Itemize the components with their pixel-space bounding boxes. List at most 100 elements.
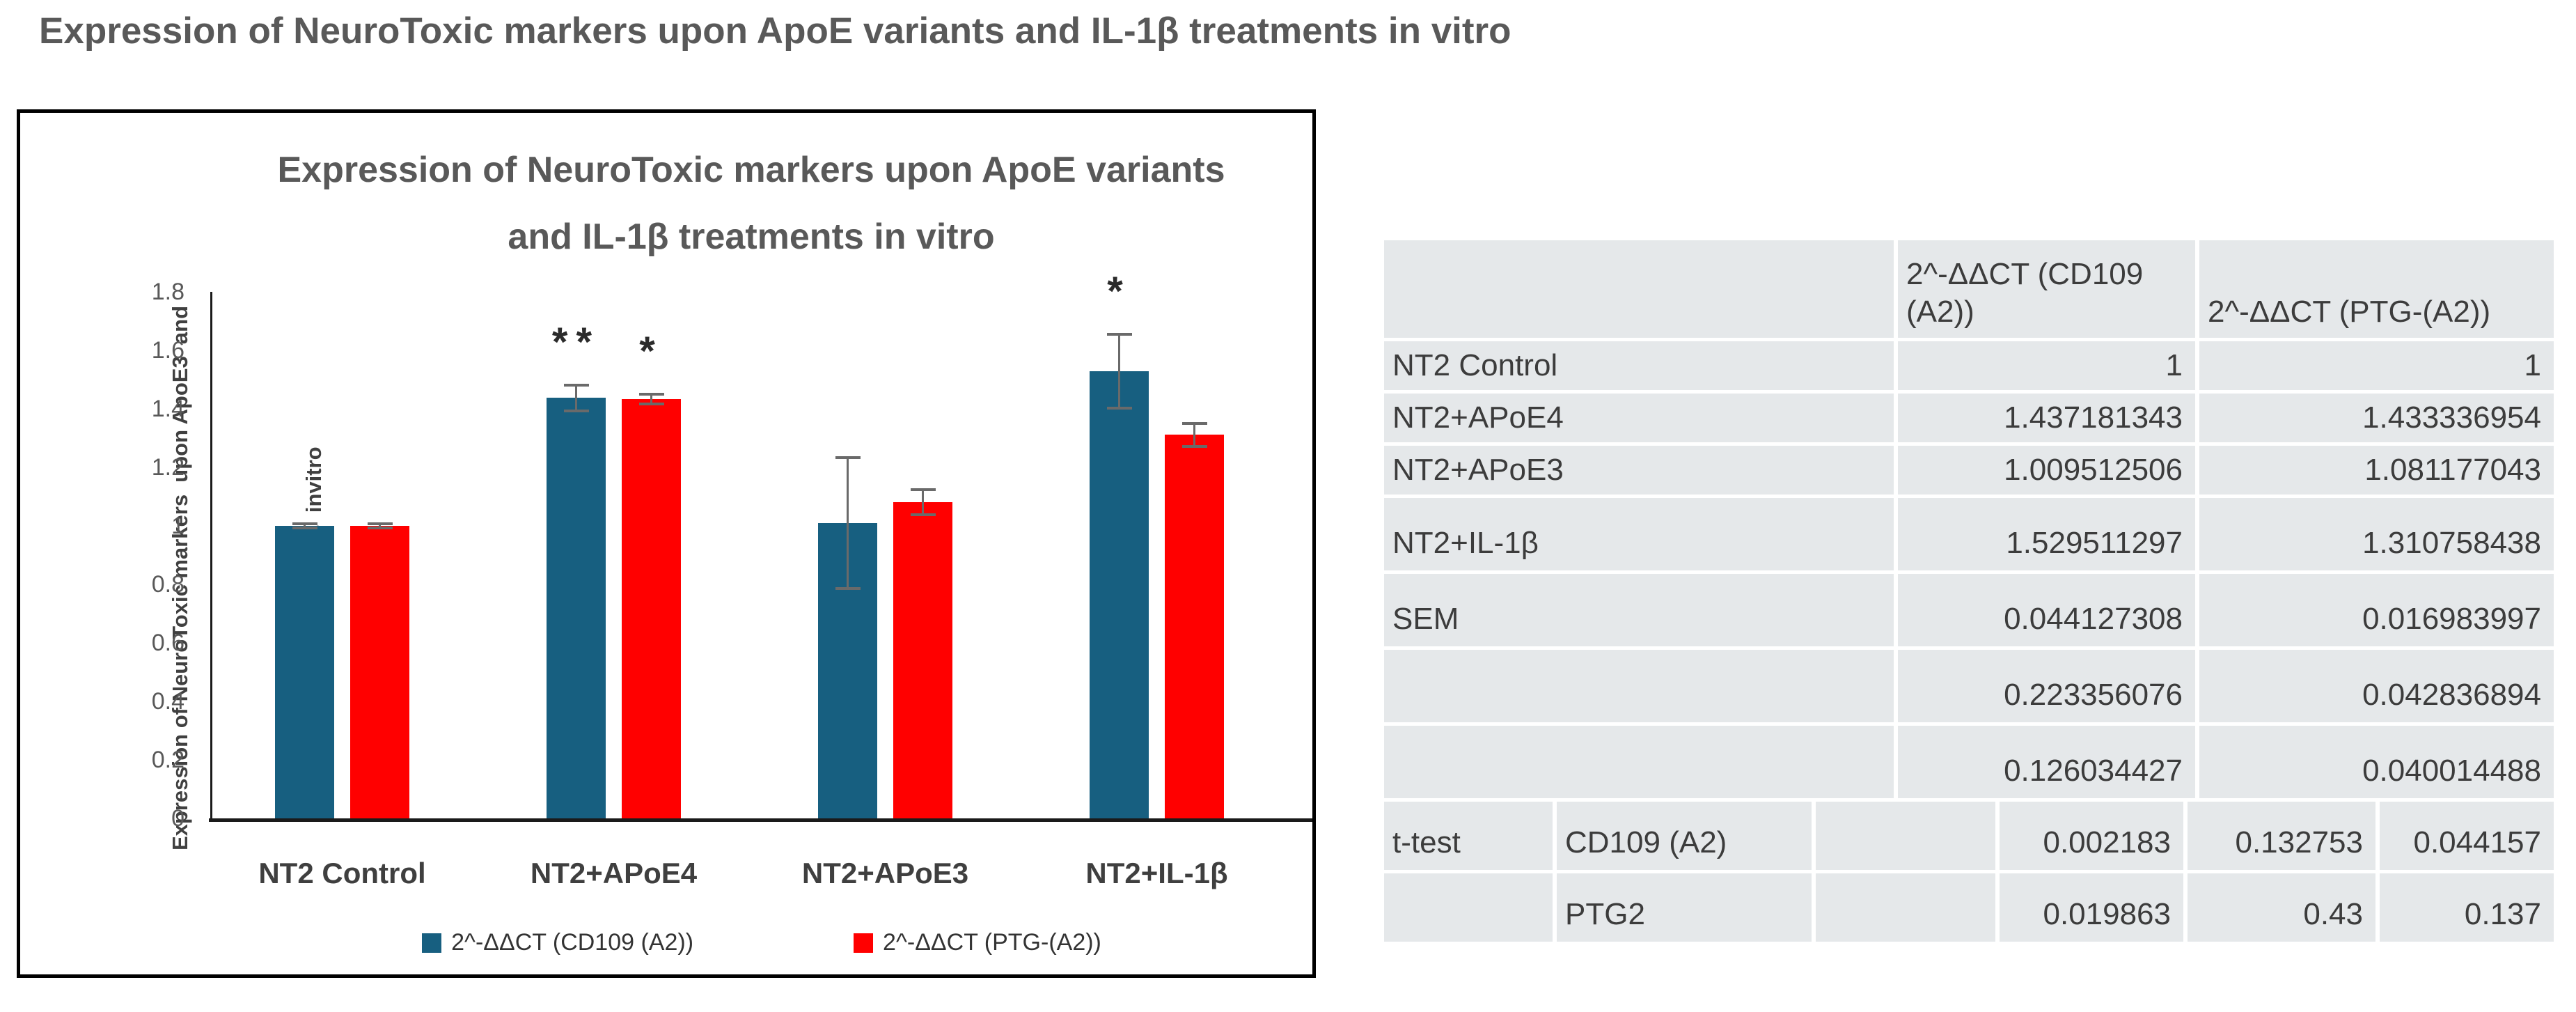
error-bar-line (1193, 423, 1195, 447)
y-tick-label-1.6: 1.6 (151, 337, 184, 364)
bar-chart: Expression of NeuroToxic markers upon Ap… (17, 109, 1316, 978)
y-axis-line (210, 292, 212, 821)
ttest-cell-0-1[interactable]: CD109 (A2) (1557, 802, 1812, 870)
ttest-cell-0-2[interactable] (1816, 802, 1995, 870)
x-axis-label-nt2-apoe4: NT2+APoE4 (530, 857, 698, 889)
error-bar-line (379, 524, 381, 528)
error-bar-cap-top (292, 522, 317, 526)
error-bar-cap-top (835, 456, 861, 460)
error-bar-cap-bottom (638, 403, 664, 406)
error-bar-cap-bottom (910, 513, 936, 516)
bar-t-ptg-a2-nt2-il-1[interactable] (1165, 435, 1224, 818)
row-label-nt2-apoe3[interactable]: NT2+APoE3 (1384, 446, 1894, 495)
header-cell-ptg[interactable]: 2^-ΔΔCT (PTG-(A2)) (2199, 240, 2554, 338)
bar-t-cd109-a2-nt2-control[interactable] (275, 526, 334, 818)
ttest-cell-1-2[interactable] (1816, 873, 1995, 942)
bar-t-ptg-a2-nt2-apoe3[interactable] (893, 501, 952, 818)
error-bar-line (1118, 334, 1120, 408)
significance-marker: * (639, 328, 663, 374)
y-tick-label-1.8: 1.8 (151, 279, 184, 305)
bar-t-ptg-a2-nt2-control[interactable] (350, 526, 409, 818)
error-bar-line (922, 489, 924, 515)
error-bar-cap-top (1106, 332, 1132, 336)
ttest-cell-1-4[interactable]: 0.43 (2188, 873, 2375, 942)
legend-label: 2^-ΔΔCT (CD109 (A2)) (451, 929, 694, 956)
legend-swatch-icon (854, 933, 874, 953)
error-bar-line (847, 458, 849, 589)
y-tick-label-0.8: 0.8 (151, 571, 184, 598)
ttest-cell-1-0[interactable] (1384, 873, 1553, 942)
header-cell-blank[interactable] (1384, 240, 1894, 338)
x-axis-label-nt2-control: NT2 Control (258, 857, 426, 889)
cell-cd109-row-3[interactable]: 1.529511297 (1898, 498, 2195, 570)
row-label-nt2-il-1[interactable]: NT2+IL-1β (1384, 498, 1894, 570)
legend-label: 2^-ΔΔCT (PTG-(A2)) (883, 929, 1101, 956)
cell-cd109-row-2[interactable]: 1.009512506 (1898, 446, 2195, 495)
ttest-cell-0-0[interactable]: t-test (1384, 802, 1553, 870)
chart-legend: 2^-ΔΔCT (CD109 (A2)) 2^-ΔΔCT (PTG-(A2)) (211, 929, 1312, 956)
y-tick-label-0.6: 0.6 (151, 630, 184, 656)
error-bar-line (650, 394, 652, 405)
cell-cd109-row-4[interactable]: 0.044127308 (1898, 574, 2195, 646)
ttest-cell-0-3[interactable]: 0.002183 (2000, 802, 2183, 870)
x-axis-line (209, 818, 1312, 822)
cell-ptg-row-3[interactable]: 1.310758438 (2199, 498, 2554, 570)
cell-ptg-row-2[interactable]: 1.081177043 (2199, 446, 2554, 495)
cell-cd109-row-0[interactable]: 1 (1898, 341, 2195, 390)
legend-item-t-ptg-a2[interactable]: 2^-ΔΔCT (PTG-(A2)) (854, 929, 1101, 956)
error-bar-cap-bottom (292, 526, 317, 529)
y-tick-label-0.4: 0.4 (151, 688, 184, 715)
significance-marker: * (1107, 268, 1131, 314)
row-label-blank-5[interactable] (1384, 650, 1894, 722)
row-label-blank-6[interactable] (1384, 726, 1894, 798)
y-tick-label-0: 0 (171, 805, 184, 832)
ttest-cell-1-5[interactable]: 0.137 (2380, 873, 2554, 942)
error-bar-cap-bottom (1106, 406, 1132, 410)
ttest-cell-1-3[interactable]: 0.019863 (2000, 873, 2183, 942)
ttest-cell-0-5[interactable]: 0.044157 (2380, 802, 2554, 870)
header-cell-cd109[interactable]: 2^-ΔΔCT (CD109 (A2)) (1898, 240, 2195, 338)
ttest-cell-0-4[interactable]: 0.132753 (2188, 802, 2375, 870)
cell-cd109-row-6[interactable]: 0.126034427 (1898, 726, 2195, 798)
error-bar-cap-bottom (835, 586, 861, 590)
cell-cd109-row-1[interactable]: 1.437181343 (1898, 394, 2195, 442)
bar-t-ptg-a2-nt2-apoe4[interactable] (622, 398, 681, 818)
results-grid: 2^-ΔΔCT (CD109 (A2)) 2^-ΔΔCT (PTG-(A2)) NT… (1384, 240, 2554, 798)
cell-cd109-row-5[interactable]: 0.223356076 (1898, 650, 2195, 722)
bar-t-cd109-a2-nt2-il-1[interactable] (1090, 371, 1149, 818)
error-bar-cap-top (638, 392, 664, 396)
legend-swatch-icon (422, 933, 442, 953)
error-bar-cap-top (563, 383, 589, 387)
data-table: 2^-ΔΔCT (CD109 (A2)) 2^-ΔΔCT (PTG-(A2)) NT… (1384, 240, 2554, 942)
cell-ptg-row-6[interactable]: 0.040014488 (2199, 726, 2554, 798)
y-tick-label-1.4: 1.4 (151, 396, 184, 422)
ttest-grid: t-test CD109 (A2) 0.002183 0.132753 0.044157… (1384, 802, 2554, 942)
bar-t-cd109-a2-nt2-apoe4[interactable] (547, 398, 606, 818)
error-bar-line (575, 384, 577, 411)
cell-ptg-row-1[interactable]: 1.433336954 (2199, 394, 2554, 442)
row-label-nt2-control[interactable]: NT2 Control (1384, 341, 1894, 390)
chart-title: Expression of NeuroToxic markers upon Ap… (194, 137, 1308, 270)
x-axis-label-nt2-il-1: NT2+IL-1β (1085, 857, 1228, 889)
cell-ptg-row-4[interactable]: 0.016983997 (2199, 574, 2554, 646)
x-axis-label-nt2-apoe3: NT2+APoE3 (801, 857, 969, 889)
significance-marker: ** (551, 319, 601, 365)
error-bar-cap-bottom (367, 526, 393, 529)
row-label-nt2-apoe4[interactable]: NT2+APoE4 (1384, 394, 1894, 442)
chart-title-line-2: and IL-1β treatments in vitro (508, 217, 995, 257)
error-bar-cap-top (910, 488, 936, 491)
cell-ptg-row-0[interactable]: 1 (2199, 341, 2554, 390)
y-tick-label-1: 1 (171, 513, 184, 539)
error-bar-cap-bottom (1181, 445, 1207, 449)
error-bar-cap-top (367, 522, 393, 526)
error-bar-cap-bottom (563, 409, 589, 412)
error-bar-cap-top (1181, 421, 1207, 425)
chart-title-line-1: Expression of NeuroToxic markers upon Ap… (277, 150, 1225, 190)
error-bar-line (304, 524, 306, 528)
ttest-cell-1-1[interactable]: PTG2 (1557, 873, 1812, 942)
y-tick-label-1.2: 1.2 (151, 454, 184, 481)
row-label-sem[interactable]: SEM (1384, 574, 1894, 646)
legend-item-t-cd109-a2[interactable]: 2^-ΔΔCT (CD109 (A2)) (422, 929, 693, 956)
cell-ptg-row-5[interactable]: 0.042836894 (2199, 650, 2554, 722)
